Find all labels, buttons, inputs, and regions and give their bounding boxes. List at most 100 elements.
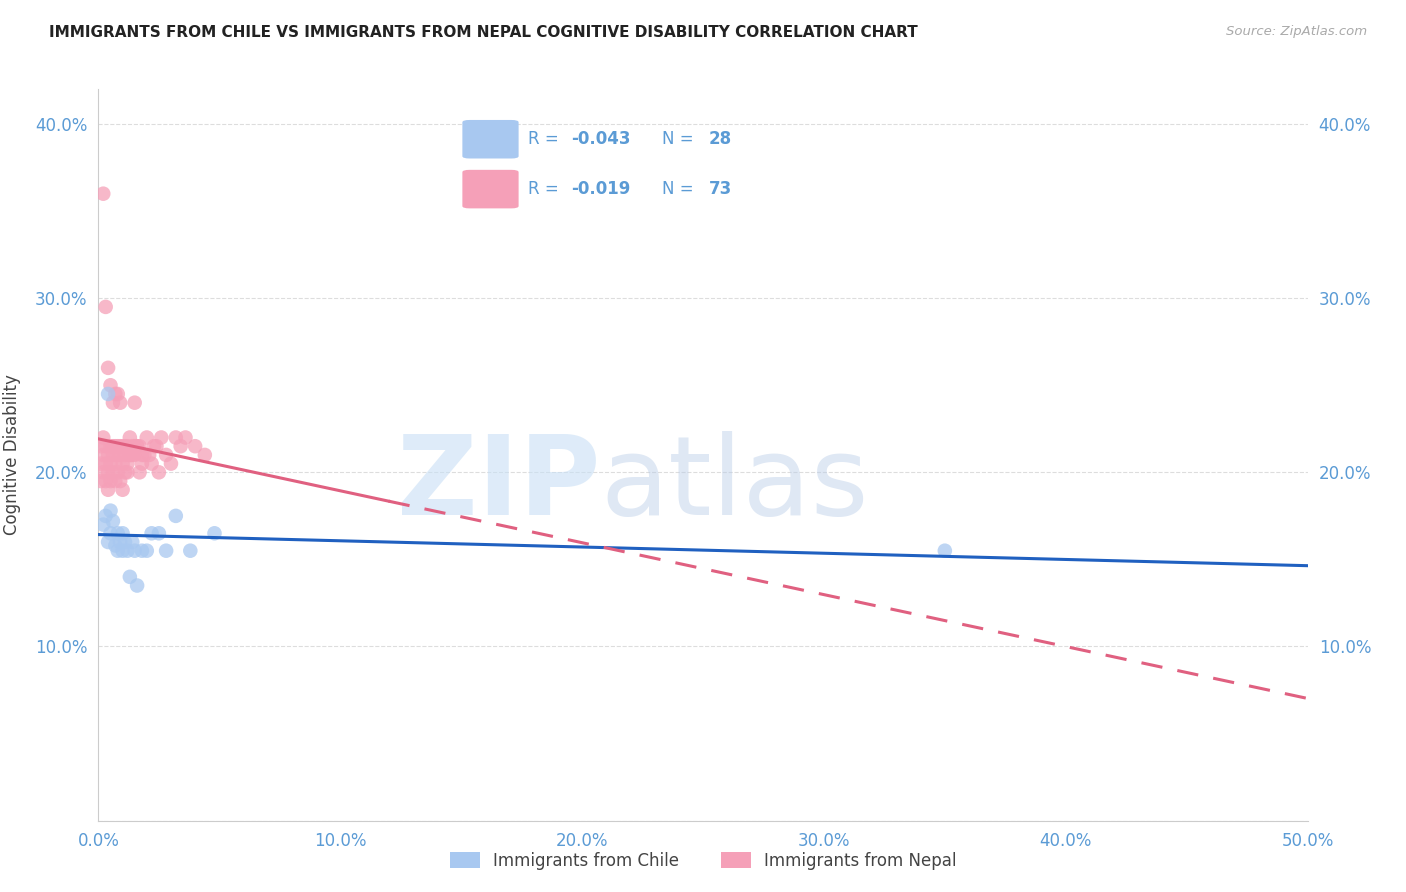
Text: Source: ZipAtlas.com: Source: ZipAtlas.com (1226, 25, 1367, 38)
Point (107, 526, 129, 541)
Point (97, 448, 120, 462)
Point (124, 448, 146, 462)
Point (100, 439, 122, 453)
Point (131, 543, 153, 558)
Point (97, 360, 120, 375)
Point (155, 543, 177, 558)
Point (155, 448, 177, 462)
Point (204, 526, 226, 541)
Point (91, 186, 114, 201)
Point (91, 517, 114, 532)
Point (174, 430, 197, 444)
Point (135, 430, 157, 444)
Point (141, 526, 163, 541)
Point (121, 535, 143, 549)
Point (148, 466, 170, 480)
Point (101, 395, 124, 409)
Point (143, 439, 166, 453)
Point (194, 448, 217, 462)
Point (91, 430, 114, 444)
Point (104, 457, 127, 471)
Point (108, 535, 131, 549)
Point (169, 439, 191, 453)
Point (128, 466, 150, 480)
Point (124, 439, 146, 453)
Point (118, 570, 141, 584)
Point (91, 448, 114, 462)
Point (184, 439, 207, 453)
Point (165, 430, 187, 444)
Point (104, 439, 127, 453)
Point (107, 387, 129, 401)
Point (121, 439, 143, 453)
Point (131, 448, 153, 462)
Point (100, 378, 122, 392)
Point (127, 439, 149, 453)
Point (104, 474, 127, 488)
Point (127, 439, 149, 453)
Point (150, 430, 173, 444)
Point (117, 466, 139, 480)
Point (121, 448, 143, 462)
Point (90, 474, 112, 488)
Point (97, 387, 120, 401)
Point (108, 474, 131, 488)
Point (107, 466, 129, 480)
Text: ZIP: ZIP (396, 431, 600, 538)
Point (97, 535, 120, 549)
Point (107, 543, 129, 558)
Point (94, 474, 117, 488)
Point (100, 503, 122, 517)
Point (114, 439, 136, 453)
Point (108, 395, 131, 409)
Point (111, 543, 134, 558)
Point (124, 543, 146, 558)
Point (117, 457, 139, 471)
Point (114, 448, 136, 462)
Point (100, 457, 122, 471)
Point (117, 543, 139, 558)
Point (124, 395, 146, 409)
Point (101, 466, 124, 480)
Point (101, 448, 124, 462)
Point (107, 448, 129, 462)
Point (108, 448, 131, 462)
Point (94, 300, 117, 314)
Legend: Immigrants from Chile, Immigrants from Nepal: Immigrants from Chile, Immigrants from N… (443, 846, 963, 877)
Point (165, 508, 187, 523)
Point (934, 543, 956, 558)
Point (145, 439, 167, 453)
Y-axis label: Cognitive Disability: Cognitive Disability (3, 375, 21, 535)
Point (118, 448, 141, 462)
Point (97, 466, 120, 480)
Point (117, 439, 139, 453)
Point (114, 535, 136, 549)
Point (127, 578, 149, 592)
Point (134, 448, 156, 462)
Point (108, 439, 131, 453)
Point (107, 439, 129, 453)
Text: atlas: atlas (600, 431, 869, 538)
Point (114, 466, 136, 480)
Point (141, 457, 163, 471)
Point (94, 439, 117, 453)
Point (94, 508, 117, 523)
Point (138, 448, 160, 462)
Point (104, 387, 127, 401)
Point (148, 526, 170, 541)
Text: IMMIGRANTS FROM CHILE VS IMMIGRANTS FROM NEPAL COGNITIVE DISABILITY CORRELATION : IMMIGRANTS FROM CHILE VS IMMIGRANTS FROM… (49, 25, 918, 40)
Point (111, 483, 134, 497)
Point (100, 474, 122, 488)
Point (90, 457, 112, 471)
Point (111, 439, 134, 453)
Point (111, 526, 134, 541)
Point (118, 448, 141, 462)
Point (94, 457, 117, 471)
Point (101, 514, 124, 528)
Point (90, 439, 112, 453)
Point (97, 483, 120, 497)
Point (111, 457, 134, 471)
Point (118, 430, 141, 444)
Point (101, 439, 124, 453)
Point (104, 539, 127, 553)
